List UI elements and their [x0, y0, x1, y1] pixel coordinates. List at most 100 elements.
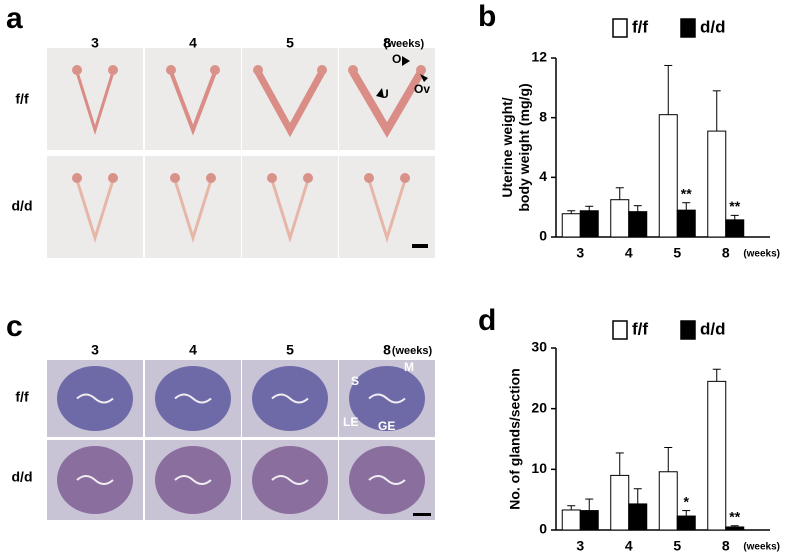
significance: ** [729, 508, 740, 524]
lumen [174, 393, 212, 404]
row-label: d/d [12, 198, 33, 214]
y-tick-label: 10 [531, 460, 547, 476]
photo-grid-c [47, 360, 435, 520]
charts: b 0 4 8 12 Uterine weight/body weight (mg/g) 3… [478, 0, 780, 553]
x-tick-label: 5 [673, 538, 681, 553]
uterus [75, 179, 115, 244]
annotation: GE [378, 419, 395, 433]
ovary [303, 173, 313, 183]
lumen [76, 393, 114, 404]
ovary [400, 173, 410, 183]
bar [707, 380, 727, 531]
x-tick-label: 3 [576, 245, 584, 261]
y-tick-label: 0 [539, 521, 547, 537]
ovary [348, 65, 358, 75]
bar [676, 209, 696, 238]
ovary [166, 65, 176, 75]
annotation: S [351, 374, 359, 388]
x-tick-label: 3 [576, 538, 584, 553]
ovary [253, 65, 263, 75]
panel-letter: b [478, 0, 496, 33]
annotation: U [380, 87, 389, 101]
legend-swatch [680, 320, 696, 340]
panel-letter: c [6, 310, 23, 343]
bar [561, 213, 581, 238]
significance: * [684, 493, 690, 509]
uterus [169, 71, 217, 136]
ovary [364, 173, 374, 183]
column-label: 5 [286, 342, 294, 358]
x-unit-label: (weeks) [743, 249, 780, 260]
arrowhead [420, 74, 428, 82]
annotation: Ov [414, 82, 430, 96]
legend-swatch [612, 320, 628, 340]
bar [628, 503, 648, 531]
x-tick-label: 5 [673, 245, 681, 261]
legend-label: d/d [700, 319, 726, 338]
y-tick-label: 12 [531, 49, 547, 65]
uterus [367, 179, 407, 244]
scale-bar [413, 513, 431, 516]
row-label: d/d [12, 469, 33, 485]
column-label: 4 [189, 35, 197, 51]
scale-bar [412, 244, 428, 248]
significance: ** [681, 185, 692, 201]
legend-swatch [612, 18, 628, 38]
y-axis-title: Uterine weight/body weight (mg/g) [499, 83, 532, 211]
ovary [108, 173, 118, 183]
ovary [72, 173, 82, 183]
lumen [271, 475, 309, 485]
bar [658, 471, 678, 531]
y-tick-label: 30 [531, 339, 547, 355]
bar [725, 526, 745, 531]
y-axis-title: No. of glands/section [507, 368, 523, 510]
ovary [210, 65, 220, 75]
uterus [75, 71, 115, 136]
column-label: 4 [189, 342, 197, 358]
lumen [271, 393, 309, 404]
y-tick-label: 8 [539, 108, 547, 124]
unit-label: (weeks) [392, 345, 433, 357]
x-tick-label: 8 [722, 538, 730, 553]
photo-grid-a [47, 48, 435, 258]
row-label: f/f [15, 389, 29, 405]
row-label: f/f [15, 91, 29, 107]
column-label: 3 [91, 35, 99, 51]
legend-swatch [680, 18, 696, 38]
y-tick-label: 20 [531, 399, 547, 415]
unit-label: (weeks) [384, 38, 425, 50]
bar [610, 474, 630, 531]
uterus [349, 69, 425, 138]
column-label: 8 [383, 342, 391, 358]
significance: ** [729, 198, 740, 214]
bar [579, 510, 599, 531]
bar [610, 199, 630, 238]
uterus [270, 179, 310, 244]
legend-label: f/f [632, 319, 648, 338]
arrowhead [402, 56, 410, 66]
panel-letter: d [478, 304, 496, 337]
bar [725, 219, 745, 238]
annotation: M [404, 360, 414, 374]
bar [658, 114, 678, 238]
uterus [254, 70, 326, 138]
ovary [108, 65, 118, 75]
ovary [317, 65, 327, 75]
legend-label: d/d [700, 17, 726, 36]
bar [628, 211, 648, 238]
ovary [267, 173, 277, 183]
column-label: 5 [286, 35, 294, 51]
x-unit-label: (weeks) [743, 542, 780, 553]
bar [561, 509, 581, 531]
uterus [173, 179, 213, 244]
panel-letter: a [6, 2, 23, 35]
column-label: 3 [91, 342, 99, 358]
column-label: 8 [383, 35, 391, 51]
lumen [368, 393, 406, 404]
lumen [174, 475, 212, 485]
y-tick-label: 0 [539, 228, 547, 244]
ovary [72, 65, 82, 75]
bar [676, 515, 696, 531]
annotation: O [392, 52, 401, 66]
